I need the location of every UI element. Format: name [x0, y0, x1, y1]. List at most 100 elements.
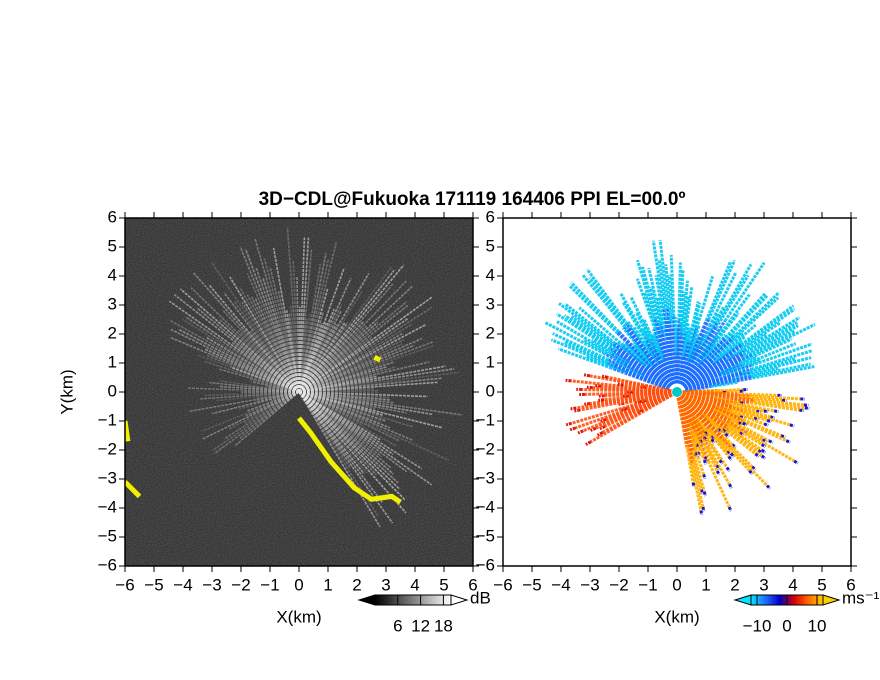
radar-ray [298, 306, 433, 393]
radar-ray [701, 506, 706, 512]
radar-ray [298, 322, 346, 393]
radar-ray [732, 291, 781, 339]
radar-ray [298, 366, 387, 393]
y-tick-label: 6 [108, 207, 117, 226]
colorbar-extend [357, 594, 376, 606]
radar-ray [218, 380, 300, 393]
radar-ray [565, 421, 573, 427]
radar-ray [667, 274, 675, 328]
radar-ray [799, 408, 804, 413]
radar-ray [708, 271, 738, 327]
radar-ray [296, 277, 300, 393]
radar-ray [298, 237, 310, 393]
radar-ray [237, 391, 300, 411]
radar-ray [292, 260, 300, 393]
radar-ray [298, 365, 446, 393]
radar-ray [298, 366, 396, 393]
radar-ray [743, 316, 801, 353]
radar-ray [654, 275, 667, 329]
radar-ray [298, 381, 439, 393]
radar-ray [610, 347, 671, 389]
radar-ray [725, 450, 731, 456]
y-tick-label: −5 [476, 526, 495, 545]
radar-ray [684, 364, 752, 391]
radar-ray [189, 391, 300, 413]
radar-ray [780, 434, 786, 439]
radar-ray [569, 426, 577, 432]
radar-ray [577, 429, 584, 435]
radar-ray [691, 432, 706, 461]
radar-ray [763, 409, 769, 414]
radar-ray [190, 287, 300, 393]
radar-ray [219, 368, 300, 393]
radar-ray [647, 267, 663, 325]
radar-ray [740, 307, 796, 348]
radar-ray [712, 331, 745, 361]
radar-ray [298, 391, 391, 429]
radar-ray [298, 391, 351, 469]
colorbar-extend [450, 594, 469, 606]
radar-ray [298, 391, 383, 416]
radar-ray [246, 294, 300, 393]
radar-ray [724, 425, 760, 452]
x-tick-label: −3 [202, 575, 221, 594]
radar-ray [266, 385, 300, 393]
radar-ray [703, 456, 708, 462]
radar-ray [725, 466, 731, 472]
radar-ray [753, 400, 806, 410]
radar-ray [574, 408, 581, 413]
radar-ray [298, 288, 329, 393]
radar-ray [298, 391, 365, 475]
radar-ray [298, 344, 415, 393]
radar-ray [789, 423, 795, 428]
radar-ray [605, 392, 673, 421]
radar-ray [763, 422, 769, 427]
radar-ray [202, 391, 300, 440]
radar-ray [209, 381, 300, 393]
radar-ray [741, 329, 796, 360]
radar-ray [231, 341, 300, 393]
radar-ray [600, 384, 672, 394]
radar-ray [298, 391, 383, 503]
radar-ray [204, 391, 300, 396]
y-tick-label: 3 [108, 294, 117, 313]
y-tick-label: 0 [486, 381, 495, 400]
radar-ray [687, 301, 700, 343]
radar-ray [552, 332, 610, 362]
radar-ray [298, 321, 379, 393]
x-tick-label: 3 [759, 575, 768, 594]
radar-ray [715, 464, 720, 470]
radar-ray [182, 318, 300, 393]
radar-ray [254, 297, 300, 393]
radar-ray [669, 254, 676, 317]
radar-ray [179, 288, 300, 393]
radar-ray [298, 391, 392, 469]
radar-ray [584, 401, 591, 406]
radar-ray [246, 391, 300, 412]
radar-ray [750, 349, 813, 371]
radar-ray [298, 332, 403, 393]
radar-ray [227, 391, 300, 431]
radar-ray [298, 277, 352, 393]
radar-ray [215, 391, 300, 402]
radar-ray [298, 285, 413, 393]
x-tick-label: 4 [410, 575, 419, 594]
y-tick-label: −2 [98, 439, 117, 458]
radar-ray [715, 293, 751, 340]
radar-ray [298, 343, 403, 393]
radar-ray [709, 312, 740, 350]
radar-ray [691, 451, 706, 493]
radar-ray [255, 391, 300, 402]
radar-ray [578, 306, 625, 347]
radar-ray [731, 443, 737, 449]
x-tick-label: −2 [609, 575, 628, 594]
radar-ray [170, 328, 300, 393]
radar-ray [651, 240, 666, 310]
radar-ray [750, 342, 813, 367]
y-tick-label: −2 [476, 439, 495, 458]
radar-ray [298, 391, 407, 514]
radar-field [125, 227, 463, 528]
radar-ray [689, 462, 703, 511]
radar-ray [234, 391, 300, 447]
radar-ray [298, 336, 373, 393]
